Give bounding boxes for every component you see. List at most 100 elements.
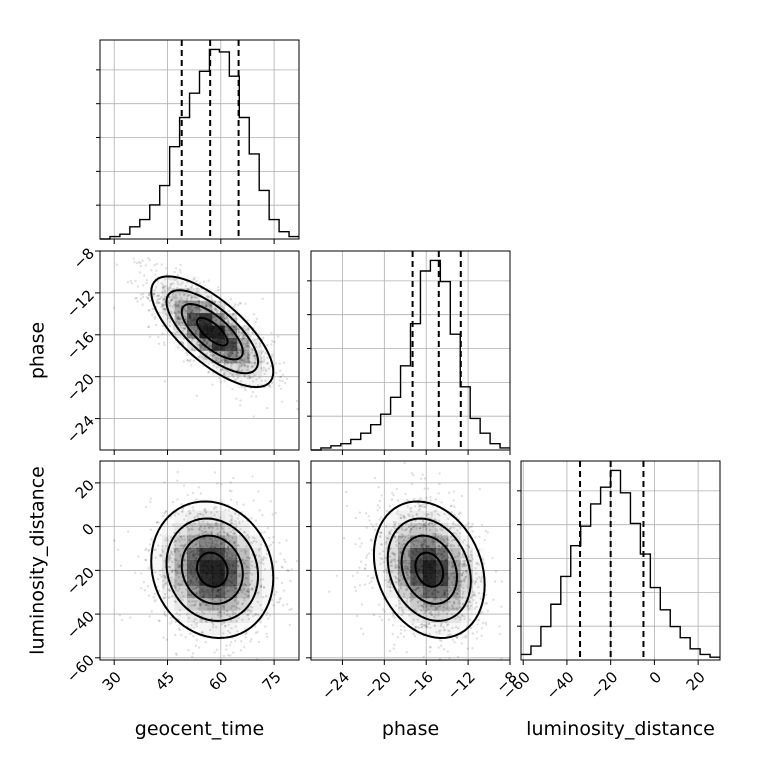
sample-point	[224, 537, 228, 541]
sample-point	[155, 294, 159, 298]
sample-point	[248, 589, 251, 592]
sample-point	[462, 586, 465, 590]
sample-point	[178, 293, 181, 296]
sample-point	[183, 545, 186, 548]
sample-point	[277, 601, 281, 604]
sample-point	[227, 333, 230, 336]
sample-point	[234, 520, 237, 523]
sample-point	[176, 317, 179, 321]
sample-point	[174, 588, 177, 591]
sample-point	[388, 585, 392, 589]
sample-point	[285, 539, 288, 542]
sample-point	[365, 556, 368, 559]
sample-point	[219, 542, 223, 545]
sample-point	[247, 357, 251, 360]
sample-point	[425, 527, 428, 531]
sample-point	[166, 317, 169, 321]
sample-point	[242, 359, 245, 363]
sample-point	[161, 304, 164, 307]
sample-point	[238, 573, 242, 576]
sample-point	[193, 516, 196, 519]
sample-point	[142, 581, 146, 584]
density-cell	[249, 375, 262, 389]
sample-point	[425, 603, 428, 606]
sample-point	[177, 346, 180, 349]
sample-point	[390, 564, 394, 567]
sample-point	[222, 353, 225, 357]
sample-point	[262, 555, 265, 559]
sample-point	[250, 588, 254, 591]
sample-point	[363, 583, 367, 586]
sample-point	[140, 572, 143, 575]
sample-point	[232, 325, 236, 329]
sample-point	[211, 626, 215, 629]
sample-point	[238, 607, 241, 611]
sample-point	[278, 598, 281, 601]
sample-point	[205, 305, 208, 308]
sample-point	[193, 348, 197, 352]
sample-point	[198, 355, 202, 358]
sample-point	[203, 348, 206, 351]
sample-point	[450, 581, 454, 584]
sample-point	[440, 546, 443, 549]
sample-point	[243, 386, 246, 390]
sample-point	[181, 583, 184, 586]
sample-point	[450, 607, 453, 611]
sample-point	[252, 355, 255, 358]
sample-point	[215, 625, 218, 629]
sample-point	[196, 516, 200, 519]
sample-point	[191, 528, 194, 531]
sample-point	[400, 613, 403, 617]
sample-point	[435, 598, 439, 601]
sample-point	[246, 357, 250, 360]
sample-point	[225, 331, 228, 334]
sample-point	[208, 526, 211, 529]
sample-point	[246, 376, 249, 380]
sample-point	[380, 516, 383, 519]
axis-titles: geocent_time phase luminosity_distancephas…	[27, 322, 715, 740]
sample-point	[403, 516, 407, 519]
sample-point	[472, 590, 475, 593]
sample-point	[222, 546, 225, 549]
sample-point	[179, 544, 182, 548]
sample-point	[429, 610, 433, 614]
sample-point	[413, 505, 417, 508]
sample-point	[126, 281, 130, 284]
sample-point	[380, 543, 383, 546]
sample-point	[473, 582, 476, 585]
sample-point	[239, 349, 242, 352]
sample-point	[274, 560, 278, 563]
sample-point	[236, 351, 239, 355]
panel-frame	[99, 39, 300, 240]
sample-point	[168, 295, 171, 299]
sample-point	[201, 338, 204, 341]
sample-point	[394, 604, 398, 607]
sample-point	[375, 523, 378, 526]
sample-point	[218, 613, 221, 616]
sample-point	[406, 567, 410, 570]
sample-point	[219, 543, 223, 546]
sample-point	[471, 632, 475, 635]
sample-point	[245, 344, 248, 347]
sample-point	[442, 609, 445, 613]
sample-point	[399, 587, 403, 590]
sample-point	[281, 603, 285, 607]
sample-point	[180, 538, 183, 541]
sample-point	[148, 308, 151, 312]
sample-point	[405, 599, 408, 603]
sample-point	[447, 491, 451, 494]
sample-point	[208, 610, 211, 613]
sample-point	[230, 626, 233, 630]
sample-point	[493, 580, 497, 583]
sample-point	[439, 537, 442, 540]
sample-point	[438, 514, 441, 517]
sample-point	[419, 544, 422, 547]
sample-point	[178, 584, 181, 587]
sample-point	[192, 306, 196, 310]
sample-point	[118, 614, 122, 617]
sample-point	[195, 585, 199, 588]
sample-point	[470, 525, 473, 529]
sample-point	[178, 582, 181, 585]
sample-point	[415, 513, 418, 516]
sample-point	[421, 543, 424, 546]
